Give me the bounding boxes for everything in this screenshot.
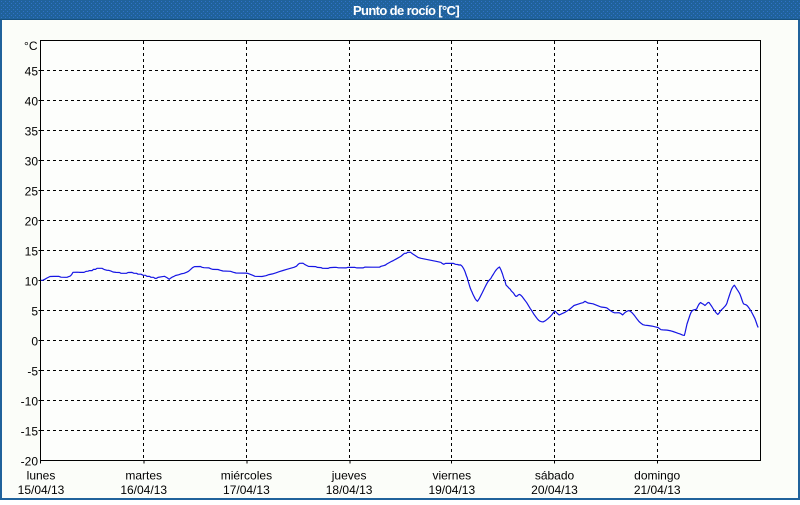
svg-text:15: 15 — [25, 245, 39, 259]
svg-text:45: 45 — [25, 65, 39, 79]
svg-text:35: 35 — [25, 125, 39, 139]
svg-text:21/04/13: 21/04/13 — [634, 483, 681, 497]
svg-text:20: 20 — [25, 215, 39, 229]
svg-text:lunes: lunes — [27, 469, 56, 483]
svg-text:25: 25 — [25, 185, 39, 199]
svg-text:jueves: jueves — [331, 469, 367, 483]
svg-text:-5: -5 — [27, 365, 38, 379]
svg-text:viernes: viernes — [432, 469, 471, 483]
svg-text:-20: -20 — [21, 455, 39, 469]
svg-text:-10: -10 — [21, 395, 39, 409]
svg-text:16/04/13: 16/04/13 — [120, 483, 167, 497]
svg-text:30: 30 — [25, 155, 39, 169]
svg-text:17/04/13: 17/04/13 — [223, 483, 270, 497]
svg-text:20/04/13: 20/04/13 — [531, 483, 578, 497]
svg-text:15/04/13: 15/04/13 — [18, 483, 65, 497]
svg-text:Punto de rocío [°C]: Punto de rocío [°C] — [353, 3, 459, 18]
svg-text:domingo: domingo — [634, 469, 680, 483]
svg-text:19/04/13: 19/04/13 — [428, 483, 475, 497]
svg-text:18/04/13: 18/04/13 — [326, 483, 373, 497]
svg-text:5: 5 — [31, 305, 38, 319]
svg-text:40: 40 — [25, 95, 39, 109]
svg-text:10: 10 — [25, 275, 39, 289]
svg-text:martes: martes — [125, 469, 162, 483]
svg-text:miércoles: miércoles — [221, 469, 272, 483]
svg-text:-15: -15 — [21, 425, 39, 439]
svg-text:0: 0 — [31, 335, 38, 349]
svg-text:°C: °C — [24, 39, 38, 53]
svg-text:sábado: sábado — [535, 469, 575, 483]
